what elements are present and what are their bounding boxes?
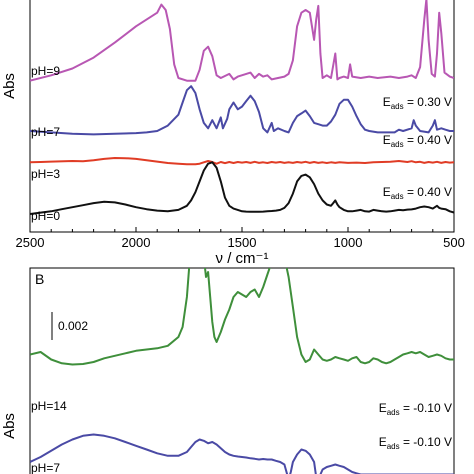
eads-label-b-pH=14: Eads = -0.10 V (379, 401, 452, 417)
series-label-pH=0: pH=0 (31, 209, 60, 223)
series-line-b-pH=14 (30, 268, 454, 366)
series-label-pH=3: pH=3 (31, 167, 60, 181)
panel-b: B 0.002 Abs pH=14 Eads = -0.10 V pH=7 Eads … (1, 267, 455, 474)
panel-a-series: pH=9 pH=7 Eads = 0.30 V pH=3 Eads = 0.40 V pH… (30, 0, 454, 223)
panel-b-y-axis-label: Abs (1, 413, 18, 439)
series-line-pH=7 (30, 85, 454, 136)
series-label-b-pH=7: pH=7 (31, 461, 60, 474)
x-tick-label-2000: 2000 (122, 235, 151, 250)
series-label-pH=7: pH=7 (31, 125, 60, 139)
eads-label-b-pH=7: Eads = -0.10 V (379, 435, 452, 451)
eads-label-pH=3: Eads = 0.40 V (383, 133, 452, 149)
x-tick-label-500: 500 (443, 235, 465, 250)
panel-b-frame (29, 267, 455, 474)
series-line-pH=0 (30, 161, 454, 215)
scale-bar-label: 0.002 (58, 319, 88, 333)
panel-a-x-ticks: 2500 2000 1500 1000 500 (16, 227, 465, 250)
series-line-pH=3 (30, 157, 454, 166)
series-line-pH=9 (30, 0, 454, 82)
panel-b-series: pH=14 Eads = -0.10 V pH=7 Eads = -0.10 V (30, 268, 454, 474)
x-tick-label-1000: 1000 (334, 235, 363, 250)
panel-a-y-axis-label: Abs (1, 73, 18, 99)
eads-label-pH=0: Eads = 0.40 V (383, 185, 452, 201)
panel-b-label: B (35, 271, 44, 287)
series-label-pH=9: pH=9 (31, 64, 60, 78)
eads-label-pH=7: Eads = 0.30 V (383, 95, 452, 111)
series-line-b-pH=7 (30, 433, 454, 474)
x-tick-label-2500: 2500 (16, 235, 45, 250)
x-tick-label-1500: 1500 (228, 235, 257, 250)
panel-a-x-axis-label: ν / cm⁻¹ (216, 250, 269, 267)
series-label-b-pH=14: pH=14 (31, 399, 67, 413)
panel-a: Abs ν / cm⁻¹ 2500 2000 1500 1000 500 pH=9pH=… (1, 0, 465, 267)
